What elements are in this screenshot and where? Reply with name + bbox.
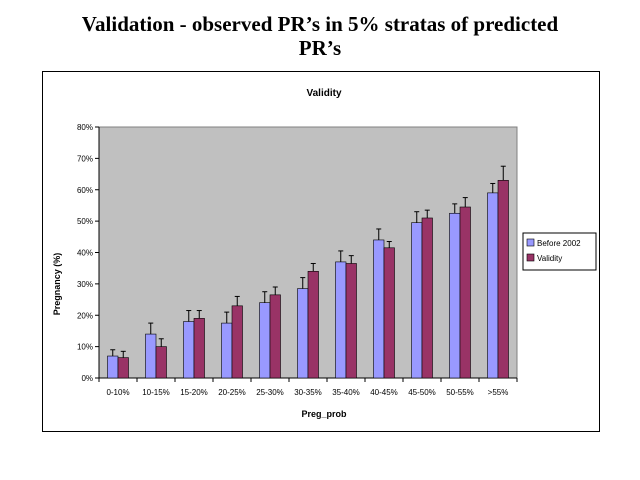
legend-swatch-before-2002	[526, 238, 535, 247]
chart-title: Validity	[306, 88, 341, 99]
y-tick-label: 10%	[77, 343, 93, 352]
bar-before-2002	[297, 288, 309, 379]
x-tick-label: 35-40%	[332, 388, 360, 397]
bar-before-2002	[449, 212, 461, 379]
y-tick-label: 30%	[77, 280, 93, 289]
y-tick-label: 60%	[77, 186, 93, 195]
bar-validity	[383, 247, 395, 379]
bar-validity	[269, 294, 281, 379]
x-tick-label: 20-25%	[218, 388, 246, 397]
legend-swatch-validity	[526, 253, 535, 262]
y-tick-label: 20%	[77, 311, 93, 320]
x-tick-label: 50-55%	[446, 388, 474, 397]
bar-before-2002	[107, 355, 119, 379]
bar-validity	[497, 180, 509, 379]
bar-validity	[421, 217, 433, 379]
bar-validity	[193, 318, 205, 379]
x-tick-label: 25-30%	[256, 388, 284, 397]
slide-title-line-1: Validation - observed PR’s in 5% stratas…	[81, 12, 559, 36]
y-tick-label: 80%	[77, 123, 93, 132]
x-tick-label: 40-45%	[370, 388, 398, 397]
bar-before-2002	[183, 321, 195, 379]
bar-validity	[345, 263, 357, 379]
x-tick-label: 10-15%	[142, 388, 170, 397]
x-tick-label: >55%	[488, 388, 509, 397]
bar-validity	[307, 271, 319, 379]
bar-validity	[459, 206, 471, 379]
slide-title-line-2: PR’s	[298, 36, 342, 60]
y-tick-label: 0%	[81, 374, 93, 383]
bar-before-2002	[373, 239, 385, 379]
bar-before-2002	[487, 192, 499, 379]
x-tick-label: 45-50%	[408, 388, 436, 397]
bar-before-2002	[335, 261, 347, 379]
legend-label-before-2002: Before 2002	[537, 239, 581, 248]
x-tick-label: 15-20%	[180, 388, 208, 397]
bar-before-2002	[411, 222, 423, 379]
x-tick-label: 30-35%	[294, 388, 322, 397]
x-axis-label: Preg_prob	[301, 409, 347, 419]
x-tick-label: 0-10%	[106, 388, 129, 397]
validity-bar-chart: Validity Pregnancy (%) Preg_prob 0% 10% 20…	[52, 88, 597, 419]
bar-validity	[231, 305, 243, 379]
y-tick-label: 40%	[77, 249, 93, 258]
bar-validity	[117, 357, 129, 379]
bar-before-2002	[259, 302, 271, 379]
y-tick-label: 50%	[77, 217, 93, 226]
bar-before-2002	[221, 322, 233, 379]
y-tick-label: 70%	[77, 154, 93, 163]
chart-frame: Validity Pregnancy (%) Preg_prob 0% 10% 20…	[42, 71, 600, 432]
bar-before-2002	[145, 333, 157, 379]
legend-label-validity: Validity	[537, 254, 562, 263]
bar-validity	[155, 346, 167, 379]
y-axis-label: Pregnancy (%)	[52, 253, 62, 316]
slide-title: Validation - observed PR’s in 5% stratas…	[0, 12, 640, 60]
legend-box	[522, 232, 597, 271]
